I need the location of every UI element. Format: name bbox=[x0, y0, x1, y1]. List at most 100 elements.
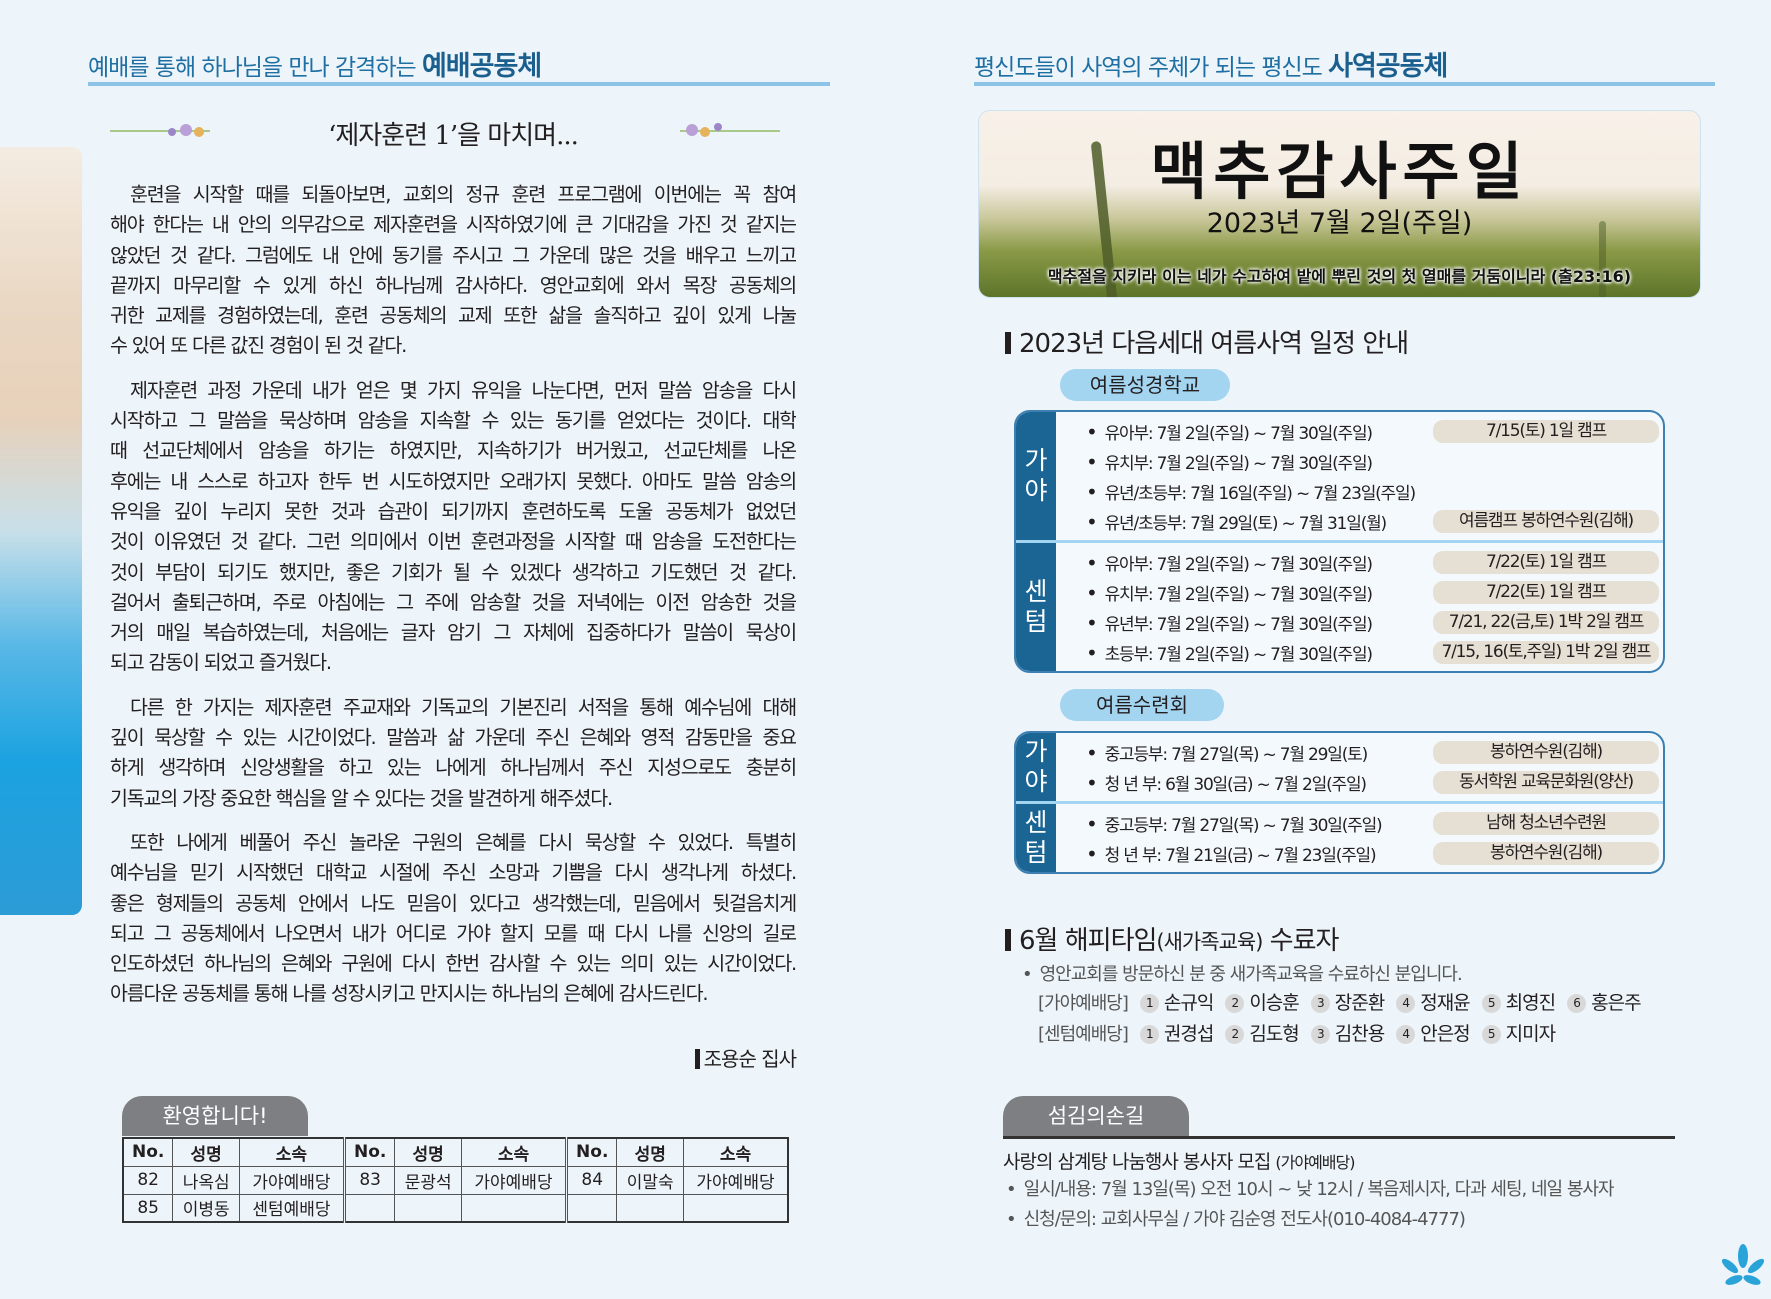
serving-divider bbox=[1003, 1136, 1675, 1139]
header-prefix: 평신도들이 사역의 주체가 되는 평신도 bbox=[974, 55, 1323, 81]
number-badge: 6 bbox=[1567, 994, 1587, 1013]
article-line: 제자훈련 과정 가운데 내가 얻은 몇 가지 유익을 나눈다면, 먼저 말씀 암… bbox=[130, 378, 796, 402]
schedule-tag: 남해 청소년수련원 bbox=[1433, 811, 1659, 835]
article-line: 때 선교단체에서 암송을 하기는 하였지만, 지속하기가 버거웠고, 선교단체를… bbox=[110, 439, 796, 463]
schedule-rows: 유아부: 7월 2일(주일) ~ 7월 30일(주일) 7/22(토) 1일 캠프… bbox=[1056, 543, 1663, 671]
graduate-name: 이승훈 bbox=[1249, 992, 1299, 1014]
table-cell: 문광석 bbox=[394, 1165, 462, 1195]
welcome-table: No. 성명 소속 No. 성명 소속 No. 성명 소속 82 나옥심 가야예배당 83 문광석 가야예… bbox=[122, 1137, 789, 1223]
schedule-tag: 동서학원 교육문화원(양산) bbox=[1433, 770, 1659, 794]
graduate-name: 안은정 bbox=[1420, 1023, 1470, 1045]
schedule-tag: 7/22(토) 1일 캠프 bbox=[1433, 550, 1659, 574]
beach-image bbox=[0, 147, 82, 915]
schedule-row: 유년/초등부: 7월 29일(토) ~ 7월 31일(월) 여름캠프 봉하연수원(… bbox=[1056, 506, 1663, 536]
header-divider bbox=[88, 82, 830, 86]
author-signature: 조용순 집사 bbox=[695, 1043, 797, 1072]
number-badge: 2 bbox=[1225, 1025, 1245, 1044]
bible-school-label: 여름성경학교 bbox=[1060, 369, 1230, 401]
article-line: 깊이 묵상할 수 있는 시간이었다. 말씀과 삶 가운데 주신 은혜와 영적 감… bbox=[110, 726, 796, 750]
schedule-text: 중고등부: 7월 27일(목) ~ 7월 30일(주일) bbox=[1086, 811, 1408, 836]
article-line: 하게 생각하며 신앙생활을 하고 있는 나에게 하나님께서 주신 지성으로도 충… bbox=[110, 756, 796, 780]
serving-title: 사랑의 삼계탕 나눔행사 봉사자 모집 (가야예배당) bbox=[1003, 1147, 1356, 1174]
article-line: 훈련을 시작할 때를 되돌아보면, 교회의 정규 훈련 프로그램에 이번에는 꼭… bbox=[130, 183, 796, 206]
article-line: 좋은 형제들의 공동체 안에서 나도 믿음이 있다고 생각했는데, 믿음에서 뒷… bbox=[110, 891, 796, 915]
graduate-name: 최영진 bbox=[1505, 992, 1556, 1014]
article-line: 해야 한다는 내 안의 의무감으로 제자훈련을 시작하였기에 큰 기대감을 가진… bbox=[110, 213, 796, 237]
schedule-tag: 봉하연수원(김해) bbox=[1433, 841, 1659, 865]
table-header: 성명 bbox=[172, 1137, 240, 1167]
schedule-row: 유치부: 7월 2일(주일) ~ 7월 30일(주일) 7/22(토) 1일 캠프 bbox=[1056, 577, 1663, 607]
table-cell bbox=[683, 1193, 789, 1223]
number-badge: 1 bbox=[1139, 994, 1159, 1013]
article-body: 훈련을 시작할 때를 되돌아보면, 교회의 정규 훈련 프로그램에 이번에는 꼭… bbox=[110, 180, 796, 1024]
article-line: 후에는 내 스스로 하고자 한두 번 시도하였지만 오래가지 못했다. 아마도 … bbox=[110, 469, 796, 493]
schedule-rows: 중고등부: 7월 27일(목) ~ 7월 30일(주일) 남해 청소년수련원청 년… bbox=[1056, 804, 1663, 872]
serving-item: 신청/문의: 교회사무실 / 가야 김순영 전도사(010-4084-4777) bbox=[1006, 1205, 1466, 1231]
table-cell: 84 bbox=[564, 1165, 618, 1195]
campus-label: [가야예배당] bbox=[1038, 993, 1129, 1014]
table-cell: 가야예배당 bbox=[683, 1165, 789, 1195]
banner-verse: 맥추절을 지키라 이는 네가 수고하여 밭에 뿌린 것의 첫 열매를 거둠이니라… bbox=[1047, 267, 1632, 286]
table-header: 소속 bbox=[683, 1137, 789, 1167]
article-line: 않았던 것 같다. 그럼에도 내 안에 동기를 주시고 그 가운데 많은 것을 … bbox=[110, 243, 796, 267]
schedule-rows: 유아부: 7월 2일(주일) ~ 7월 30일(주일) 7/15(토) 1일 캠프… bbox=[1056, 412, 1663, 540]
header-prefix: 예배를 통해 하나님을 만나 감격하는 bbox=[88, 55, 417, 81]
welcome-tab: 환영합니다! bbox=[122, 1096, 308, 1136]
heading-paren: (새가족교육) bbox=[1156, 930, 1263, 954]
happytime-note: 영안교회를 방문하신 분 중 새가족교육을 수료하신 분입니다. bbox=[1022, 960, 1463, 986]
schedule-row: 유년부: 7월 2일(주일) ~ 7월 30일(주일) 7/21, 22(금,토)… bbox=[1056, 607, 1663, 637]
number-badge: 5 bbox=[1481, 994, 1501, 1013]
schedule-tag: 여름캠프 봉하연수원(김해) bbox=[1433, 509, 1659, 533]
article-line: 귀한 교제를 경험하였는데, 훈련 공동체의 교제 또한 삶을 솔직하고 깊이 … bbox=[110, 304, 796, 328]
schedule-row: 초등부: 7월 2일(주일) ~ 7월 30일(주일) 7/15, 16(토,주일… bbox=[1056, 637, 1663, 667]
article-line: 걸어서 출퇴근하며, 주로 아침에는 그 주에 암송할 것을 저녁에는 이전 암… bbox=[110, 590, 796, 614]
campus-band: 센텀 bbox=[1016, 804, 1056, 872]
graduate-lists: [가야예배당] 1 손규익 2 이승훈 3 장준환 4 정재윤 5 최영진 6 홍은주 [센텀예배당] 1 권… bbox=[1038, 988, 1642, 1050]
graduate-name: 김찬용 bbox=[1334, 1023, 1385, 1045]
number-badge: 3 bbox=[1310, 994, 1330, 1013]
article-line: 시작하고 그 말씀을 묵상하며 암송을 지속할 수 있는 동기를 얻었다는 것이… bbox=[110, 409, 796, 433]
left-section-header: 예배를 통해 하나님을 만나 감격하는 예배공동체 bbox=[88, 44, 542, 83]
graduate-name: 지미자 bbox=[1505, 1023, 1556, 1045]
serving-title-small: (가야예배당) bbox=[1275, 1153, 1355, 1172]
schedule-row: 중고등부: 7월 27일(목) ~ 7월 30일(주일) 남해 청소년수련원 bbox=[1056, 808, 1663, 838]
campus-label: 가야 bbox=[1024, 446, 1048, 505]
number-badge: 4 bbox=[1396, 1025, 1416, 1044]
retreat-schedule: 가야중고등부: 7월 27일(목) ~ 7월 29일(토)봉하연수원(김해)청 … bbox=[1014, 731, 1665, 874]
schedule-text: 유년/초등부: 7월 29일(토) ~ 7월 31일(월) bbox=[1086, 509, 1408, 534]
article-line: 되고 감동이 되었고 즐거웠다. bbox=[110, 651, 332, 675]
header-main: 사역공동체 bbox=[1328, 51, 1448, 82]
article-line: 인도하셨던 하나님의 은혜와 구원에 다시 한번 감사할 수 있는 의미 있는 … bbox=[110, 952, 796, 976]
table-cell: 이병동 bbox=[172, 1193, 240, 1223]
article-line: 것이 부담이 되기도 했지만, 좋은 기회가 될 수 있겠다 생각하고 기도했던… bbox=[110, 560, 796, 584]
bible-school-schedule: 가야유아부: 7월 2일(주일) ~ 7월 30일(주일)7/15(토) 1일 … bbox=[1014, 410, 1665, 673]
right-section-header: 평신도들이 사역의 주체가 되는 평신도 사역공동체 bbox=[974, 44, 1448, 83]
banner-date: 2023년 7월 2일(주일) bbox=[1206, 208, 1473, 239]
header-divider bbox=[974, 82, 1715, 86]
table-header: 성명 bbox=[394, 1137, 462, 1167]
schedule-tag: 7/15, 16(토,주일) 1박 2일 캠프 bbox=[1433, 640, 1659, 664]
article-line: 아름다운 공동체를 통해 나를 성장시키고 만지시는 하나님의 은혜에 감사드린… bbox=[110, 982, 709, 1006]
wheat-stalk bbox=[1599, 221, 1606, 297]
church-logo-icon bbox=[1721, 1244, 1765, 1285]
graduate-row: [센텀예배당] 1 권경섭 2 김도형 3 김찬용 4 안은정 5 지미자 bbox=[1038, 1019, 1641, 1050]
campus-group: 가야 중고등부: 7월 27일(목) ~ 7월 29일(토) 봉하연수원(김해) 청 … bbox=[1016, 733, 1663, 804]
campus-label: 가야 bbox=[1024, 737, 1048, 796]
graduate-name: 권경섭 bbox=[1163, 1023, 1214, 1045]
table-header: No. bbox=[122, 1137, 174, 1167]
article-line: 다른 한 가지는 제자훈련 주교재와 기독교의 기본진리 서적을 통해 예수님에… bbox=[130, 695, 796, 719]
serving-title-main: 사랑의 삼계탕 나눔행사 봉사자 모집 bbox=[1003, 1151, 1271, 1173]
schedule-text: 유년/초등부: 7월 16일(주일) ~ 7월 23일(주일) bbox=[1086, 479, 1416, 504]
schedule-tag: 봉하연수원(김해) bbox=[1433, 740, 1659, 764]
retreat-label: 여름수련회 bbox=[1060, 689, 1224, 721]
graduate-name: 홍은주 bbox=[1591, 992, 1641, 1014]
article-paragraph: 훈련을 시작할 때를 되돌아보면, 교회의 정규 훈련 프로그램에 이번에는 꼭… bbox=[110, 180, 796, 362]
schedule-row: 청 년 부: 7월 21일(금) ~ 7월 23일(주일) 봉하연수원(김해) bbox=[1056, 838, 1663, 868]
schedule-text: 유치부: 7월 2일(주일) ~ 7월 30일(주일) bbox=[1086, 580, 1408, 605]
campus-band: 센텀 bbox=[1016, 543, 1056, 671]
number-badge: 4 bbox=[1396, 994, 1416, 1013]
table-cell: 이말숙 bbox=[616, 1165, 685, 1195]
schedule-text: 초등부: 7월 2일(주일) ~ 7월 30일(주일) bbox=[1086, 640, 1408, 665]
schedule-text: 유아부: 7월 2일(주일) ~ 7월 30일(주일) bbox=[1086, 419, 1408, 444]
schedule-tag: 7/22(토) 1일 캠프 bbox=[1433, 580, 1659, 604]
